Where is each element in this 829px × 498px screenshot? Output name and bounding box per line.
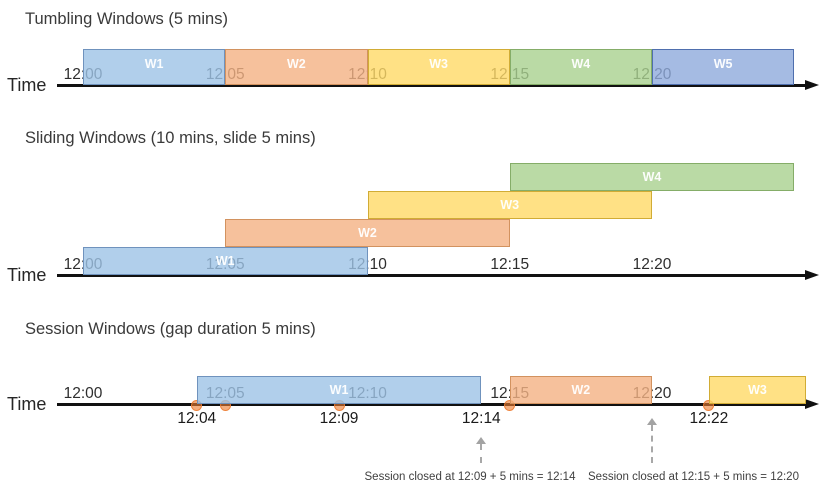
axis-line (57, 83, 808, 87)
window-label-w4: W4 (642, 169, 662, 184)
session-closed-annotation-2: Session closed at 12:15 + 5 mins = 12:20 (588, 471, 799, 483)
window-label-w1: W1 (215, 253, 235, 268)
axis-arrowhead-icon (805, 269, 819, 280)
window-label-w2: W2 (287, 56, 306, 71)
event-time-label-12-14: 12:14 (461, 410, 501, 427)
axis-arrowhead-icon (805, 79, 819, 90)
tumbling-time-axis-label: Time (7, 75, 47, 95)
sliding-section-title: Sliding Windows (10 mins, slide 5 mins) (25, 129, 316, 147)
window-label-w3: W3 (429, 56, 448, 71)
annotation-up-arrowhead-icon (647, 418, 657, 425)
window-w3 (367, 48, 510, 85)
axis-arrowhead-icon (805, 398, 819, 409)
window-label-w1: W1 (329, 383, 349, 397)
sliding-time-axis-label: Time (7, 265, 47, 285)
window-w1 (196, 376, 482, 404)
axis-line (57, 273, 808, 277)
window-w1 (83, 48, 226, 85)
event-time-label-12-04: 12:04 (177, 410, 217, 427)
tick-label-12-00: 12:00 (63, 385, 103, 402)
tumbling-section-title: Tumbling Windows (5 mins) (25, 10, 228, 28)
window-w3 (367, 190, 652, 219)
window-w4 (509, 48, 652, 85)
session-closed-annotation-1: Session closed at 12:09 + 5 mins = 12:14 (364, 471, 576, 483)
annotation-dashed-stem (651, 425, 653, 463)
window-w2 (225, 218, 510, 247)
annotation-up-arrowhead-icon (476, 437, 487, 444)
window-label-w2: W2 (571, 383, 591, 397)
window-w2 (509, 376, 652, 404)
window-w1 (83, 246, 368, 275)
window-label-w2: W2 (358, 225, 377, 240)
window-label-w3: W3 (748, 383, 767, 397)
window-label-w1: W1 (144, 56, 164, 71)
event-time-label-12-09: 12:09 (319, 410, 359, 427)
axis-line (57, 402, 808, 406)
window-label-w3: W3 (500, 197, 520, 212)
window-w4 (509, 162, 795, 191)
window-w5 (652, 48, 795, 85)
window-w2 (225, 48, 368, 85)
window-label-w5: W5 (713, 56, 733, 71)
annotation-dashed-stem (480, 444, 483, 463)
tick-label-12-20: 12:20 (632, 256, 672, 273)
session-section-title: Session Windows (gap duration 5 mins) (25, 320, 316, 338)
tick-label-12-15: 12:15 (490, 256, 530, 273)
event-time-label-12-22: 12:22 (689, 410, 729, 427)
session-time-axis-label: Time (7, 394, 47, 414)
window-w3 (708, 376, 806, 404)
window-label-w4: W4 (571, 56, 591, 71)
